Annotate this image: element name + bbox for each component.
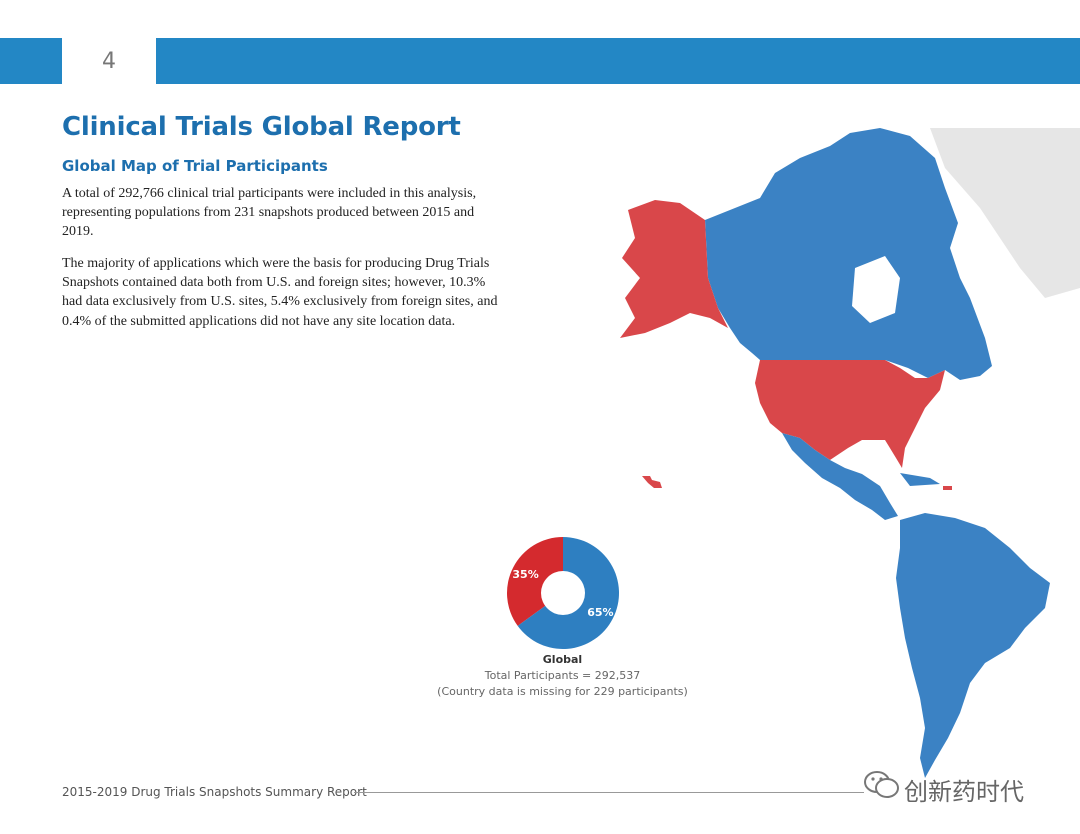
header-band-left — [0, 38, 62, 84]
footer-divider — [354, 792, 864, 793]
usa-region — [755, 360, 945, 468]
south-america-region — [896, 513, 1050, 778]
slice-label-foreign: 65% — [587, 606, 613, 619]
global-donut-chart: 35% 65% — [507, 537, 619, 649]
donut-hole — [541, 571, 585, 615]
footer-report-title: 2015-2019 Drug Trials Snapshots Summary … — [62, 785, 367, 799]
mexico-central-america-region — [782, 433, 898, 520]
greenland-region — [930, 128, 1080, 298]
caribbean-islands — [900, 473, 940, 486]
page-number: 4 — [102, 49, 116, 74]
donut-title: Global — [542, 653, 583, 666]
watermark-text: 创新药时代 — [904, 778, 1024, 806]
slice-label-us: 35% — [512, 568, 538, 581]
paragraph-details: The majority of applications which were … — [62, 256, 498, 329]
alaska-region — [620, 200, 728, 338]
hudson-bay — [852, 256, 900, 323]
header-band-right — [156, 38, 1080, 84]
donut-slice-us-only — [507, 537, 563, 626]
puerto-rico — [943, 486, 952, 490]
watermark: 创新药时代 — [862, 768, 1062, 806]
section-subtitle: Global Map of Trial Participants — [62, 157, 328, 175]
page-title: Clinical Trials Global Report — [62, 112, 461, 142]
donut-total-participants: Total Participants = 292,537 — [484, 669, 641, 682]
paragraph-summary: A total of 292,766 clinical trial partic… — [62, 186, 477, 240]
canada-region — [705, 128, 992, 380]
donut-missing-note: (Country data is missing for 229 partici… — [437, 685, 688, 698]
americas-map — [620, 128, 1080, 778]
hawaii-islands — [642, 476, 662, 488]
wechat-icon — [864, 771, 899, 798]
